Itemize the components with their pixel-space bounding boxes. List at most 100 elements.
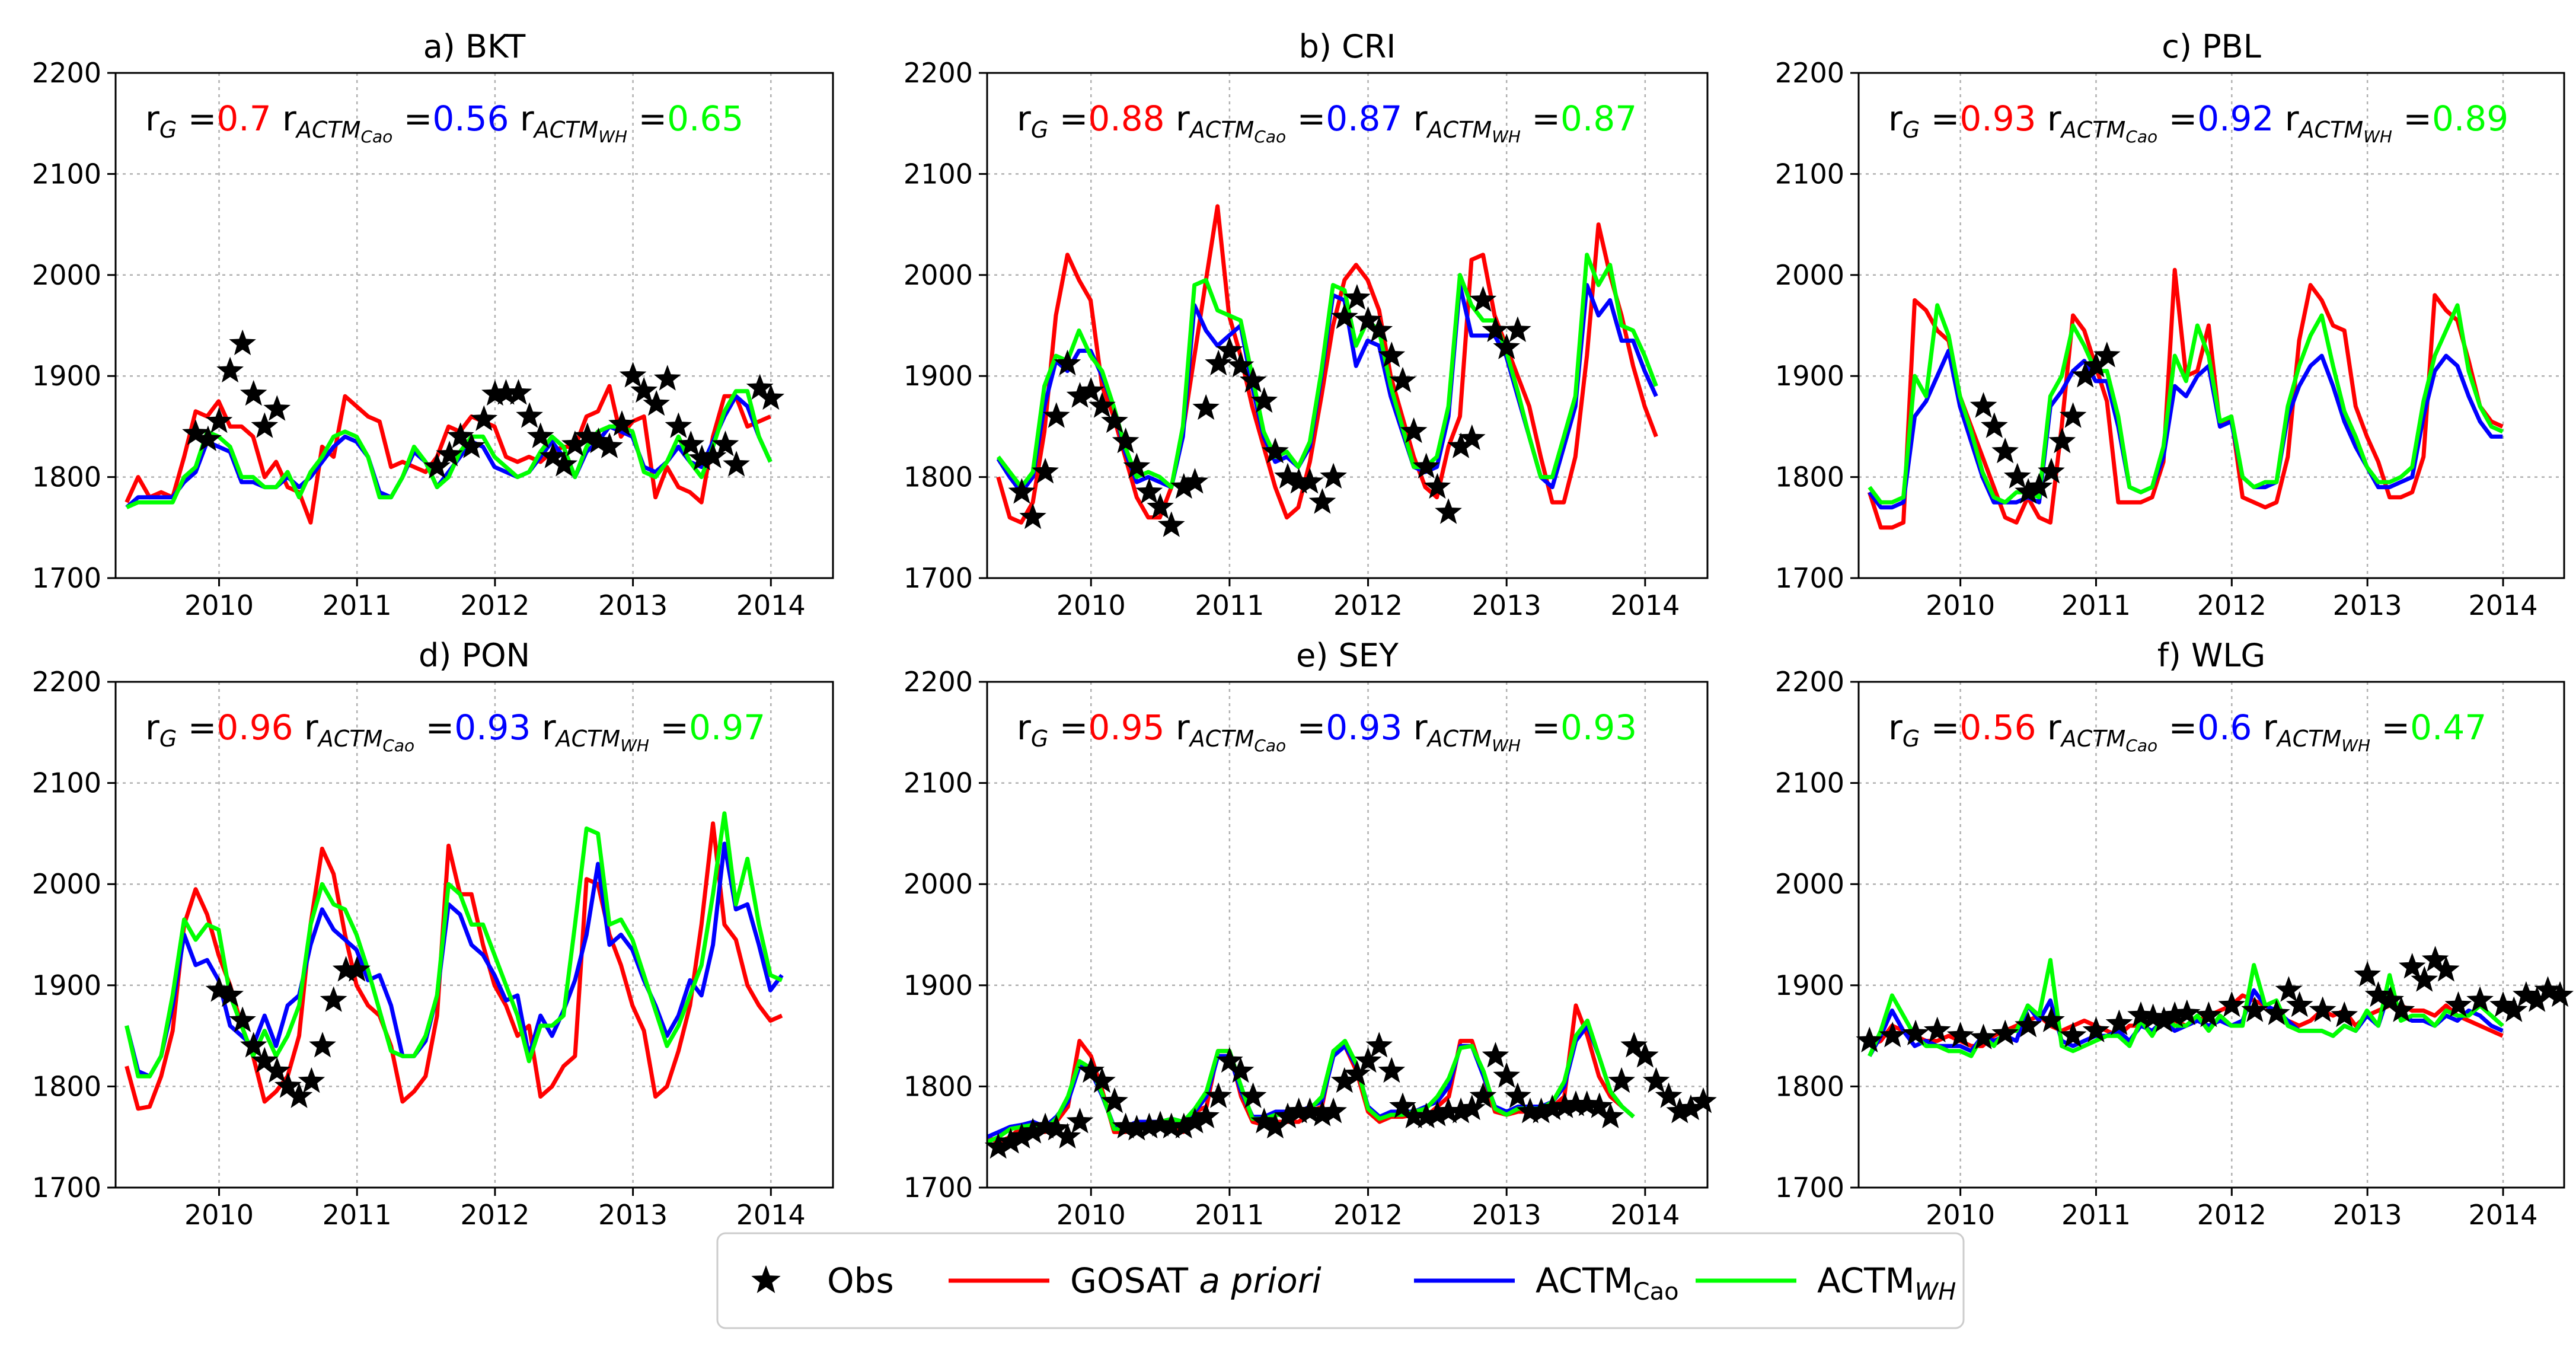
x-tick-label: 2010	[1056, 589, 1126, 621]
legend-cao-label: ACTMCao	[1536, 1261, 1679, 1306]
y-tick-label: 1900	[1775, 360, 1844, 392]
obs-point	[2500, 996, 2528, 1022]
panel-title: a) BKT	[423, 28, 526, 65]
obs-point	[1066, 1108, 1094, 1134]
obs-point	[2059, 402, 2087, 428]
obs-point	[746, 374, 774, 400]
x-tick-label: 2011	[323, 1199, 392, 1231]
obs-point	[2354, 960, 2381, 987]
obs-point	[2048, 427, 2076, 454]
obs-point	[1170, 1112, 1198, 1139]
obs-point	[1435, 498, 1462, 524]
panel-5: 1700 1800 1900 2000 2100 2200 2010 2011 2012 2013…	[904, 637, 1717, 1231]
obs-point	[688, 444, 716, 471]
obs-point	[1879, 1022, 1906, 1048]
obs-point	[205, 407, 233, 433]
obs-point	[984, 1132, 1012, 1159]
obs-point	[1527, 1097, 1555, 1124]
obs-point	[1239, 1082, 1267, 1108]
obs-point	[1066, 382, 1094, 408]
y-tick-label: 2100	[1775, 767, 1844, 799]
obs-point	[2003, 462, 2031, 489]
obs-point	[1135, 1112, 1163, 1139]
x-tick-label: 2014	[736, 1199, 806, 1231]
obs-point	[216, 356, 244, 383]
obs-point	[2082, 352, 2110, 378]
obs-point	[561, 430, 589, 457]
obs-point	[263, 1057, 291, 1083]
obs-point	[446, 422, 474, 448]
y-tick-label: 2100	[904, 767, 973, 799]
obs-point	[1123, 1115, 1151, 1141]
obs-point	[1135, 478, 1163, 504]
obs-point	[1946, 1022, 1974, 1048]
obs-point	[1227, 352, 1255, 378]
x-tick-label: 2011	[1195, 1199, 1264, 1231]
y-tick-label: 1800	[32, 1070, 101, 1102]
x-tick-label: 2010	[1926, 589, 1995, 621]
panel-title: e) SEY	[1296, 637, 1399, 674]
x-tick-label: 2014	[736, 589, 806, 621]
correlation-annotation: rG =0.93 rACTMCao =0.92 rACTMWH =0.89	[1888, 98, 2508, 146]
obs-point	[423, 452, 451, 478]
y-tick-label: 2100	[32, 158, 101, 190]
y-tick-label: 1900	[32, 969, 101, 1001]
y-tick-label: 1800	[904, 461, 973, 493]
obs-point	[481, 379, 509, 406]
y-tick-label: 2100	[904, 158, 973, 190]
panel-title: c) PBL	[2162, 28, 2261, 65]
y-tick-label: 1700	[904, 1172, 973, 1204]
obs-point	[1493, 333, 1520, 359]
y-tick-label: 1700	[904, 562, 973, 594]
x-tick-label: 2010	[1926, 1199, 1995, 1231]
obs-point	[1632, 1042, 1659, 1068]
y-tick-label: 1700	[1775, 562, 1844, 594]
series-line-wh	[125, 811, 783, 1078]
obs-point	[1101, 1087, 1128, 1113]
obs-point	[1205, 349, 1232, 376]
obs-point	[1331, 303, 1358, 329]
obs-point	[1250, 387, 1278, 413]
y-tick-label: 1900	[904, 360, 973, 392]
x-tick-label: 2014	[1610, 589, 1680, 621]
obs-point	[1274, 462, 1301, 489]
obs-point	[205, 976, 233, 1002]
obs-point	[216, 981, 244, 1007]
y-tick-label: 2200	[904, 666, 973, 698]
y-tick-label: 2100	[32, 767, 101, 799]
obs-point	[1192, 1102, 1220, 1128]
obs-point	[1365, 1032, 1393, 1058]
obs-point	[711, 430, 739, 457]
obs-point	[2364, 981, 2392, 1007]
obs-point	[1517, 1097, 1544, 1124]
y-tick-label: 2000	[904, 868, 973, 900]
axes-frame	[986, 72, 1709, 579]
obs-point	[505, 379, 532, 405]
obs-point	[1551, 1092, 1579, 1118]
obs-point	[1170, 473, 1198, 499]
x-tick-label: 2011	[2061, 1199, 2131, 1231]
obs-point	[2285, 991, 2313, 1017]
y-tick-label: 1700	[32, 562, 101, 594]
obs-point	[653, 365, 681, 391]
obs-point	[1308, 488, 1336, 514]
obs-point	[1331, 1067, 1358, 1093]
obs-point	[1923, 1016, 1951, 1042]
obs-point	[619, 362, 647, 388]
y-tick-label: 2200	[904, 57, 973, 89]
obs-point	[1181, 468, 1209, 494]
obs-point	[2093, 342, 2121, 368]
y-tick-label: 1700	[32, 1172, 101, 1204]
axes-frame	[114, 681, 834, 1189]
obs-point	[2513, 981, 2540, 1007]
obs-point	[2059, 1022, 2087, 1048]
x-tick-label: 2010	[184, 1199, 254, 1231]
obs-point	[1378, 342, 1406, 368]
obs-point	[1308, 1100, 1336, 1127]
obs-point	[263, 395, 291, 421]
axes-frame	[114, 72, 834, 579]
panel-title: f) WLG	[2157, 637, 2266, 674]
obs-point	[2387, 996, 2415, 1022]
obs-point	[585, 427, 612, 454]
obs-point	[1902, 1019, 1929, 1046]
